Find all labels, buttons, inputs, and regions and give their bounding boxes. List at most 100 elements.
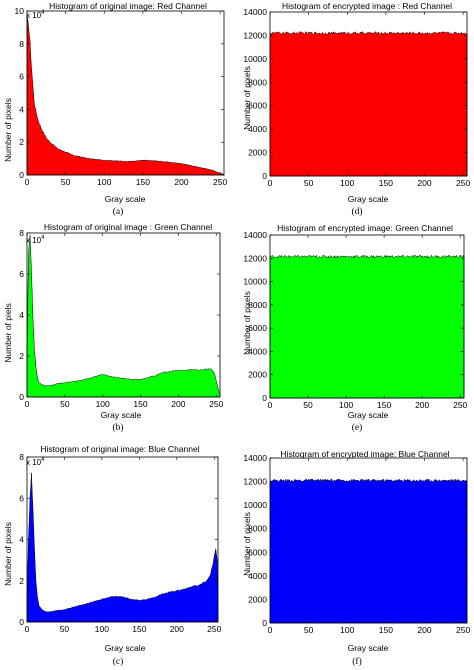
x-tick-label: 150 — [133, 399, 147, 409]
histogram-area — [26, 235, 221, 398]
panel-caption: (f) — [352, 656, 362, 667]
y-axis-label: Number of pixels — [242, 512, 252, 576]
chart-svg-c: Histogram of original image: Blue Channe… — [3, 444, 222, 667]
x-tick-label: 200 — [417, 625, 431, 635]
chart-title: Histogram of encrypted image : Red Chann… — [282, 1, 452, 11]
x-tick-label: 100 — [339, 400, 353, 410]
chart-svg-e: Histogram of encrypted image: Green Chan… — [242, 223, 468, 433]
axis-multiplier: x 104 — [26, 457, 45, 467]
axes-box — [269, 11, 468, 177]
x-tick-label: 200 — [170, 624, 184, 634]
x-tick-label: 100 — [95, 624, 109, 634]
y-tick-label: 0 — [19, 392, 24, 402]
y-tick-label: 8000 — [248, 77, 267, 87]
y-tick-label: 2000 — [248, 594, 267, 604]
x-tick-label: 200 — [174, 177, 188, 187]
chart-panel-a: Histogram of original image: Red Channel… — [0, 0, 237, 223]
chart-panel-e: Histogram of encrypted image: Green Chan… — [237, 223, 474, 446]
y-tick-label: 0 — [262, 393, 267, 403]
x-tick-label: 150 — [136, 177, 150, 187]
x-tick-label: 100 — [96, 399, 110, 409]
x-tick-label: 100 — [340, 178, 354, 188]
y-tick-label: 4000 — [248, 571, 267, 581]
x-tick-label: 150 — [379, 178, 393, 188]
axes-box — [269, 457, 468, 624]
y-tick-label: 4 — [19, 535, 24, 545]
chart-title: Histogram of original image: Red Channel — [49, 1, 207, 11]
chart-panel-f: Histogram of encrypted image: Blue Chann… — [237, 446, 474, 670]
x-tick-label: 50 — [304, 625, 314, 635]
x-tick-label: 150 — [132, 624, 146, 634]
y-axis-label: Number of piels — [3, 303, 13, 363]
y-tick-label: 14000 — [243, 453, 267, 463]
y-tick-label: 6 — [19, 72, 24, 82]
x-tick-label: 100 — [340, 625, 354, 635]
histogram-area — [269, 478, 468, 624]
y-tick-label: 6 — [19, 269, 24, 279]
chart-svg-b: Histogram of original image : Green Chan… — [3, 222, 224, 433]
y-tick-label: 4000 — [248, 124, 267, 134]
y-tick-label: 2 — [19, 351, 24, 361]
histogram-area — [26, 472, 219, 623]
chart-svg-f: Histogram of encrypted image: Blue Chann… — [242, 449, 470, 667]
x-tick-label: 150 — [377, 400, 391, 410]
y-tick-label: 2 — [19, 576, 24, 586]
plot-area: 0 50 100 150 200 250 0 2 4 6 8 — [19, 228, 223, 409]
histogram-area — [269, 254, 465, 399]
chart-title: Histogram of encrypted image: Blue Chann… — [280, 449, 449, 459]
panel-caption: (b) — [112, 422, 123, 433]
y-axis-label: Number of pixels — [242, 66, 252, 130]
histogram-area — [26, 16, 225, 176]
x-axis-label: Gray scale — [348, 194, 389, 204]
chart-title: Histogram of original image: Blue Channe… — [40, 444, 199, 454]
histogram-area — [269, 31, 468, 177]
x-tick-label: 250 — [213, 177, 227, 187]
x-tick-label: 200 — [415, 400, 429, 410]
y-tick-label: 10 — [15, 6, 25, 16]
y-tick-label: 10000 — [243, 277, 267, 287]
y-tick-label: 6000 — [248, 101, 267, 111]
y-tick-label: 2000 — [248, 370, 267, 380]
chart-title: Histogram of encrypted image: Green Chan… — [277, 223, 453, 233]
x-axis-label: Gray scale — [348, 643, 389, 653]
x-axis-label: Gray scale — [348, 410, 389, 420]
y-tick-label: 4000 — [248, 346, 267, 356]
x-tick-label: 50 — [60, 399, 70, 409]
y-axis-label: Number of pixels — [242, 291, 252, 355]
x-axis-label: Gray scale — [105, 194, 146, 204]
x-tick-label: 0 — [25, 177, 30, 187]
y-tick-label: 14000 — [243, 7, 267, 17]
axis-multiplier: x 104 — [26, 10, 45, 20]
chart-panel-d: Histogram of encrypted image : Red Chann… — [237, 0, 474, 223]
chart-panel-b: Histogram of original image : Green Chan… — [0, 222, 237, 446]
panel-caption: (d) — [351, 206, 362, 217]
y-tick-label: 2 — [19, 137, 24, 147]
y-tick-label: 8 — [19, 228, 24, 238]
plot-area: 0 50 100 150 200 250 0 2000 4000 6000 8000 10000 120… — [243, 453, 470, 635]
x-tick-label: 50 — [60, 624, 70, 634]
y-tick-label: 6000 — [248, 547, 267, 557]
x-tick-label: 250 — [207, 624, 221, 634]
y-tick-label: 10000 — [243, 500, 267, 510]
panel-caption: (e) — [352, 422, 363, 433]
x-tick-label: 100 — [97, 177, 111, 187]
y-tick-label: 2000 — [248, 148, 267, 158]
y-tick-label: 12000 — [243, 253, 267, 263]
x-tick-label: 250 — [456, 625, 470, 635]
x-tick-label: 50 — [304, 178, 314, 188]
y-axis-label: Number of pixels — [3, 98, 13, 162]
x-tick-label: 200 — [171, 399, 185, 409]
y-axis-label: Number of pixels — [3, 522, 13, 586]
x-tick-label: 50 — [303, 400, 313, 410]
x-tick-label: 50 — [61, 177, 71, 187]
plot-area: 0 50 100 150 200 250 0 2000 4000 6000 8000 10000 120… — [243, 7, 470, 188]
x-tick-label: 0 — [268, 625, 273, 635]
x-axis-label: Gray scale — [105, 643, 146, 653]
y-tick-label: 4 — [19, 104, 24, 114]
chart-panel-c: Histogram of original image: Blue Channe… — [0, 444, 237, 670]
plot-area: 0 50 100 150 200 250 0 2 4 6 8 10 — [15, 6, 228, 187]
panel-caption: (a) — [113, 206, 124, 217]
chart-svg-a: Histogram of original image: Red Channel… — [3, 1, 228, 217]
y-tick-label: 14000 — [243, 230, 267, 240]
chart-svg-d: Histogram of encrypted image : Red Chann… — [242, 1, 470, 217]
